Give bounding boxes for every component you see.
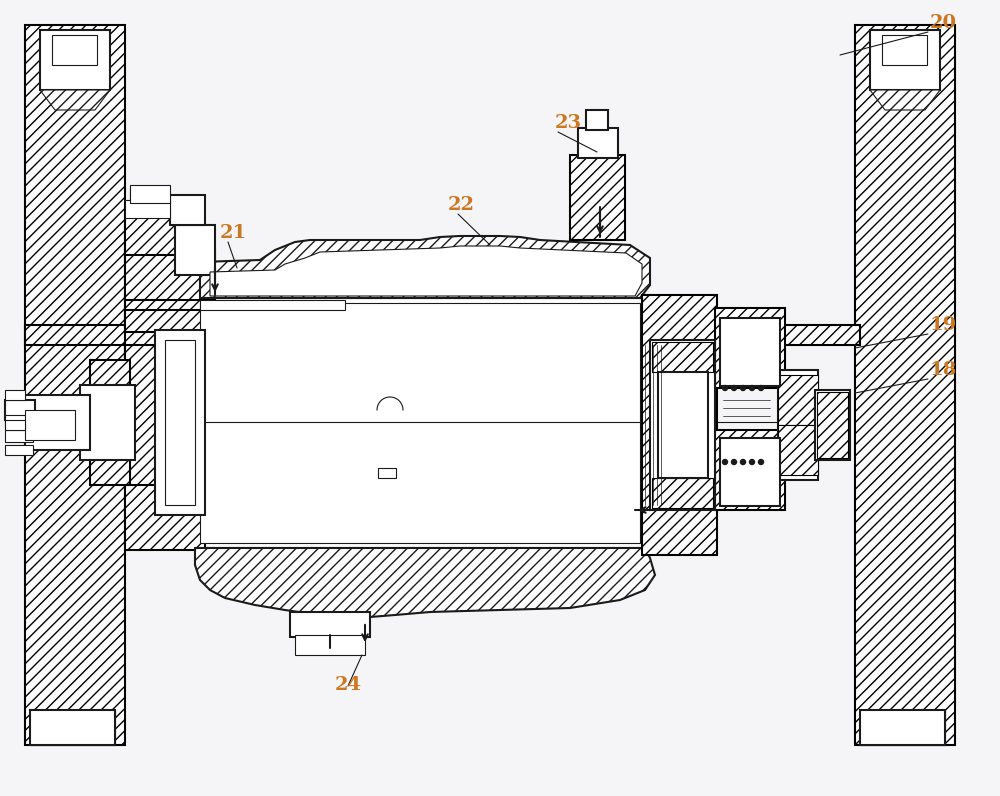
Circle shape	[759, 459, 764, 465]
Polygon shape	[175, 225, 215, 275]
Polygon shape	[200, 303, 640, 543]
Polygon shape	[172, 197, 203, 223]
Polygon shape	[200, 236, 650, 298]
Polygon shape	[720, 318, 780, 386]
Polygon shape	[778, 425, 818, 475]
Polygon shape	[25, 395, 90, 450]
Polygon shape	[715, 430, 785, 510]
Text: 20: 20	[930, 14, 957, 32]
Circle shape	[740, 385, 746, 391]
Polygon shape	[25, 325, 255, 345]
Polygon shape	[200, 300, 345, 310]
Polygon shape	[25, 410, 75, 440]
Polygon shape	[860, 710, 945, 745]
Polygon shape	[778, 370, 818, 480]
Polygon shape	[125, 215, 180, 255]
Polygon shape	[640, 325, 860, 345]
Polygon shape	[40, 30, 110, 90]
Circle shape	[732, 385, 736, 391]
Polygon shape	[570, 155, 625, 240]
Polygon shape	[155, 330, 205, 515]
Polygon shape	[165, 340, 195, 505]
Polygon shape	[5, 400, 35, 420]
Polygon shape	[125, 250, 215, 300]
Polygon shape	[378, 468, 396, 478]
Polygon shape	[650, 340, 715, 510]
Circle shape	[722, 385, 728, 391]
Polygon shape	[5, 415, 33, 427]
Polygon shape	[290, 612, 370, 637]
Polygon shape	[855, 25, 955, 745]
Circle shape	[750, 385, 755, 391]
Polygon shape	[30, 710, 115, 745]
Polygon shape	[5, 420, 25, 430]
Polygon shape	[652, 342, 713, 372]
Polygon shape	[80, 385, 135, 460]
Circle shape	[750, 459, 755, 465]
Polygon shape	[52, 35, 97, 65]
Text: 21: 21	[220, 224, 247, 242]
Text: 23: 23	[555, 114, 582, 132]
Text: 18: 18	[930, 361, 957, 379]
Polygon shape	[870, 30, 940, 90]
Text: 19: 19	[930, 316, 957, 334]
Polygon shape	[586, 110, 608, 130]
Polygon shape	[210, 246, 642, 296]
Polygon shape	[778, 375, 818, 425]
Polygon shape	[860, 710, 945, 745]
Polygon shape	[90, 360, 130, 485]
Circle shape	[740, 459, 746, 465]
Circle shape	[759, 385, 764, 391]
Polygon shape	[40, 90, 110, 110]
Polygon shape	[720, 438, 780, 506]
Polygon shape	[125, 295, 205, 365]
Polygon shape	[125, 310, 345, 332]
Polygon shape	[5, 430, 33, 442]
Polygon shape	[195, 548, 655, 617]
Polygon shape	[130, 188, 168, 202]
Polygon shape	[195, 298, 645, 548]
Polygon shape	[815, 390, 850, 460]
Polygon shape	[30, 710, 115, 745]
Polygon shape	[580, 130, 616, 156]
Polygon shape	[125, 480, 205, 550]
Text: 24: 24	[335, 676, 362, 694]
Polygon shape	[817, 392, 848, 458]
Polygon shape	[125, 200, 170, 218]
Polygon shape	[170, 195, 205, 225]
Polygon shape	[658, 372, 708, 478]
Polygon shape	[870, 90, 940, 110]
Polygon shape	[652, 478, 713, 508]
Polygon shape	[295, 635, 365, 655]
Polygon shape	[715, 308, 785, 388]
Circle shape	[732, 459, 736, 465]
Polygon shape	[5, 445, 33, 455]
Polygon shape	[642, 295, 717, 555]
Circle shape	[722, 459, 728, 465]
Text: 22: 22	[448, 196, 475, 214]
Polygon shape	[130, 185, 170, 203]
Polygon shape	[25, 25, 125, 745]
Polygon shape	[882, 35, 927, 65]
Polygon shape	[578, 128, 618, 158]
Polygon shape	[125, 345, 205, 485]
Polygon shape	[5, 390, 25, 400]
